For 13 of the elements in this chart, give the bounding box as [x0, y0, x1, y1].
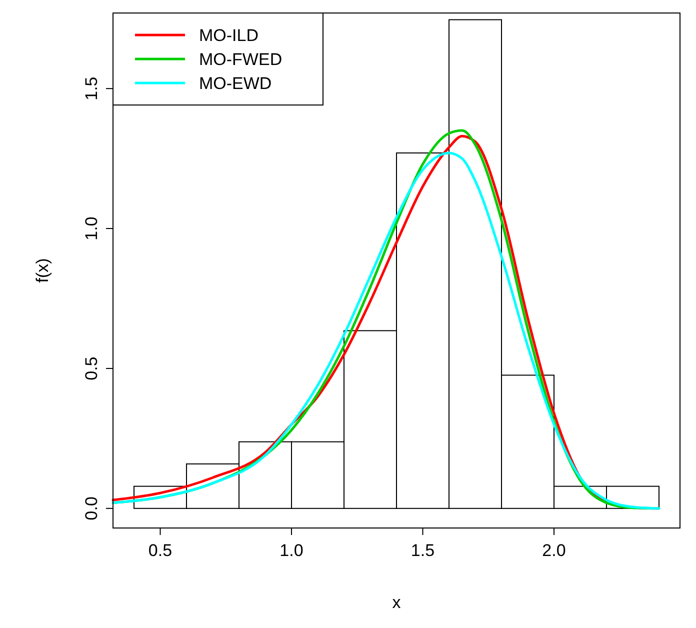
legend-label: MO-FWED	[199, 50, 282, 69]
y-tick-label: 1.5	[82, 76, 101, 100]
x-tick-label: 2.0	[542, 541, 566, 560]
y-tick-label: 1.0	[82, 216, 101, 240]
y-tick-label: 0.0	[82, 496, 101, 520]
x-tick-label: 1.0	[280, 541, 304, 560]
legend-label: MO-EWD	[199, 74, 272, 93]
legend-label: MO-ILD	[199, 26, 258, 45]
x-axis-title: x	[392, 593, 402, 612]
y-tick-label: 0.5	[82, 356, 101, 380]
y-axis-title: f(x)	[33, 258, 52, 283]
x-tick-label: 1.5	[410, 541, 435, 560]
x-tick-label: 0.5	[148, 541, 172, 560]
